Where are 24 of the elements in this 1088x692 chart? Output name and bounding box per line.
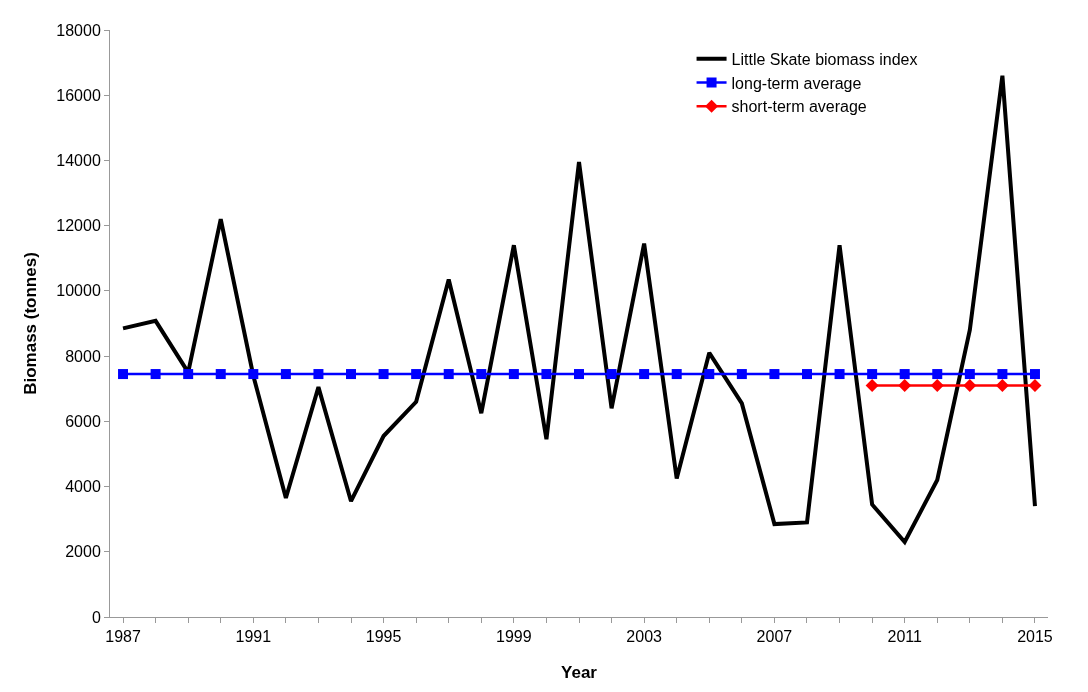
x-tick-label: 2003 bbox=[626, 628, 663, 646]
line-series bbox=[121, 73, 1037, 544]
x-tick-label: 2007 bbox=[756, 628, 793, 646]
y-tick-label: 8000 bbox=[65, 347, 101, 365]
y-tick-label: 10000 bbox=[56, 282, 101, 300]
y-tick-label: 2000 bbox=[65, 543, 101, 561]
y-tick-label: 0 bbox=[91, 608, 101, 626]
x-tick-label: 2015 bbox=[1017, 628, 1053, 646]
x-tick-label: 1991 bbox=[235, 628, 272, 646]
x-tick-label: 1987 bbox=[105, 628, 141, 646]
legend-label: long-term average bbox=[731, 74, 862, 92]
y-axis-title: Biomass (tonnes) bbox=[20, 252, 40, 395]
y-tick-label: 12000 bbox=[56, 217, 101, 235]
x-axis-title: Year bbox=[561, 663, 598, 682]
x-tick-label: 1995 bbox=[365, 628, 402, 646]
x-tick-label: 1999 bbox=[496, 628, 532, 646]
y-tick-label: 18000 bbox=[56, 21, 101, 39]
y-tick-label: 4000 bbox=[65, 478, 101, 496]
x-tick-label: 2011 bbox=[887, 628, 922, 646]
y-tick-label: 14000 bbox=[56, 152, 101, 170]
y-tick-label: 16000 bbox=[56, 86, 101, 104]
y-tick-label: 6000 bbox=[65, 412, 101, 430]
legend-label: Little Skate biomass index bbox=[731, 50, 918, 68]
legend-label: short-term average bbox=[731, 98, 867, 116]
